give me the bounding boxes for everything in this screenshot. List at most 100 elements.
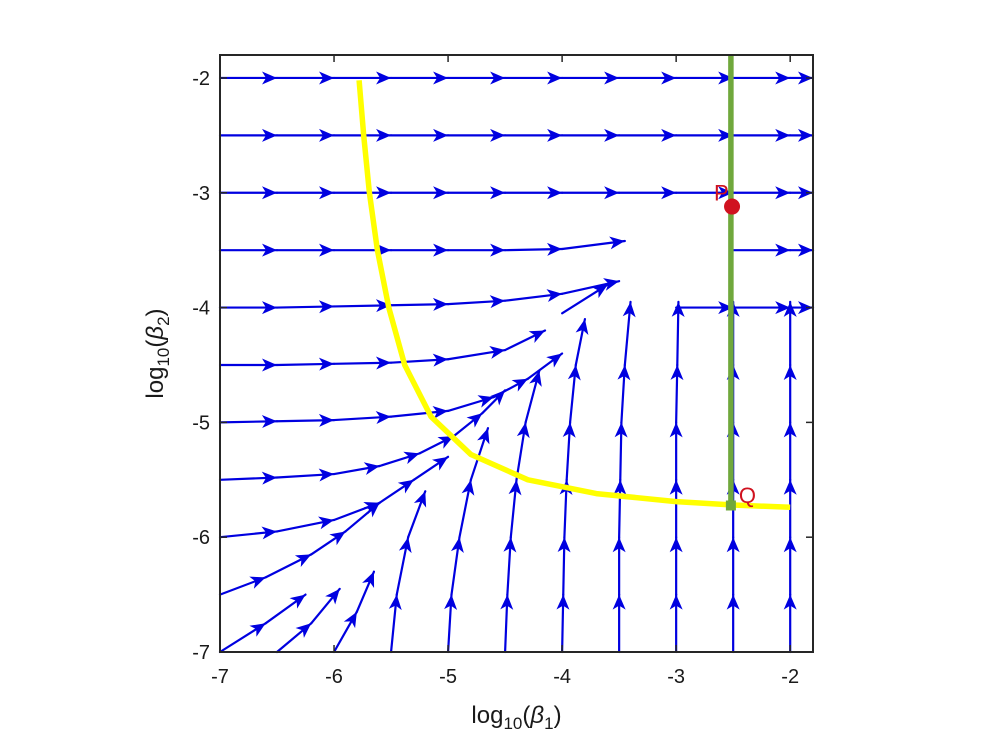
field-arrow-col6-0 [726, 593, 740, 654]
field-arrow-row0-6 [561, 71, 621, 85]
field-arrow-col5-2 [669, 478, 683, 539]
field-arrow-col2-2 [508, 478, 522, 539]
field-arrow-row7-5 [452, 412, 484, 438]
field-arrow-col4-3 [614, 421, 628, 481]
field-arrow-col3-3 [562, 421, 576, 481]
field-arrow-row4-7 [675, 301, 735, 315]
field-arrow-row4-1 [275, 300, 336, 314]
field-arrow-col5-1 [669, 536, 683, 596]
field-arrow-row1-3 [389, 128, 450, 142]
field-arrow-row9-1 [264, 553, 313, 579]
field-arrow-row2-3 [389, 186, 450, 200]
y-label-sub: 10 [154, 348, 173, 367]
x-tick-label: -4 [553, 666, 571, 688]
x-tick-label: -7 [211, 666, 229, 688]
y-label-base: log [142, 367, 169, 399]
field-arrow-col1-1 [450, 536, 464, 596]
x-tick-label: -5 [439, 666, 457, 688]
field-arrow-row1-9 [732, 128, 792, 142]
x-label-base: log [471, 702, 503, 729]
vector-field [218, 71, 815, 654]
field-arrow-row4-3 [389, 297, 450, 311]
field-arrow-row8-0 [218, 526, 279, 540]
field-arrow-row2-0 [218, 186, 279, 200]
field-arrow-row2-8 [675, 186, 735, 200]
field-arrow-row0-3 [389, 71, 450, 85]
field-arrow-row0-8 [675, 71, 735, 85]
field-arrow-row8-1 [275, 516, 336, 533]
x-label-open: ( [522, 702, 530, 729]
field-arrow-row10-3 [310, 587, 341, 625]
field-arrow-row0-4 [446, 71, 507, 85]
field-arrow-row5-0 [218, 358, 279, 372]
field-arrow-row6-1 [275, 413, 336, 427]
field-arrow-row1-8 [675, 128, 735, 142]
field-arrow-row3-0 [218, 243, 279, 257]
field-arrow-row4-8 [732, 301, 792, 315]
field-arrow-col4-4 [617, 363, 631, 424]
point-p-label: P [714, 181, 729, 206]
field-arrow-row3-1 [275, 243, 336, 257]
field-arrow-row6-4 [446, 395, 495, 413]
field-arrow-row1-7 [618, 128, 678, 142]
field-arrow-row2-5 [503, 186, 564, 200]
field-arrow-row2-9 [732, 186, 792, 200]
y-label-symbol: β [142, 326, 169, 341]
y-tick-label: -4 [192, 298, 210, 320]
y-tick-label: -5 [192, 412, 210, 434]
field-arrow-row7-0 [218, 471, 279, 485]
field-arrow-col0-2 [407, 490, 427, 539]
field-arrow-row7-3 [378, 451, 421, 468]
y-tick-label: -7 [192, 642, 210, 664]
field-arrow-row8-4 [412, 455, 450, 481]
field-arrow-row7-4 [418, 435, 455, 455]
field-arrow-col6-1 [726, 536, 740, 596]
field-arrow-row3-6 [561, 236, 626, 251]
point-q-label: Q [739, 483, 756, 508]
field-arrow-row0-0 [218, 71, 279, 85]
field-arrow-row4-5 [503, 289, 564, 303]
field-arrow-row6-6 [526, 352, 564, 380]
field-arrow-row9-3 [344, 501, 381, 533]
field-arrow-row9-2 [310, 530, 347, 556]
field-arrow-row2-4 [446, 186, 507, 200]
field-arrow-col4-2 [613, 478, 627, 539]
field-arrow-row10-2 [275, 622, 313, 654]
field-arrow-row5-3 [389, 353, 450, 367]
field-arrow-col2-3 [515, 421, 530, 481]
axes-frame [219, 54, 814, 653]
field-arrow-row0-7 [618, 71, 678, 85]
field-arrow-col5-5 [671, 300, 685, 367]
field-arrow-row0-1 [275, 71, 336, 85]
field-arrow-row2-1 [275, 186, 336, 200]
field-arrow-row1-4 [446, 128, 507, 142]
field-arrow-col4-5 [622, 300, 636, 367]
field-arrow-col3-0 [556, 593, 570, 654]
x-label-symbol-sub: 1 [544, 714, 553, 733]
field-arrow-row9-0 [218, 576, 267, 596]
field-arrow-col7-3 [783, 421, 797, 481]
field-arrow-row8-3 [378, 478, 415, 504]
field-arrow-row7-6 [481, 389, 507, 415]
field-arrow-row6-2 [332, 411, 393, 425]
markers: PQ [714, 181, 756, 508]
y-label-symbol-sub: 2 [154, 316, 173, 325]
field-arrow-col7-5 [783, 300, 797, 367]
y-axis-label: log10(β2) [142, 308, 173, 398]
field-arrow-col4-1 [612, 536, 626, 596]
field-arrow-row0-9 [732, 71, 792, 85]
field-arrow-col3-5 [574, 317, 589, 367]
field-arrow-row3-7 [732, 243, 792, 257]
field-arrow-row4-4 [446, 295, 507, 309]
field-arrow-col0-0 [388, 593, 402, 654]
field-arrow-col5-0 [669, 593, 683, 654]
field-arrow-row1-5 [503, 128, 564, 142]
green-curve-end [725, 500, 736, 511]
field-arrow-row10-5 [355, 570, 376, 613]
field-arrow-col5-4 [670, 363, 684, 424]
field-arrow-row6-0 [218, 415, 279, 429]
field-arrow-col7-4 [783, 363, 797, 424]
x-axis-label: log10(β1) [471, 702, 561, 733]
y-tick-label: -6 [192, 527, 210, 549]
